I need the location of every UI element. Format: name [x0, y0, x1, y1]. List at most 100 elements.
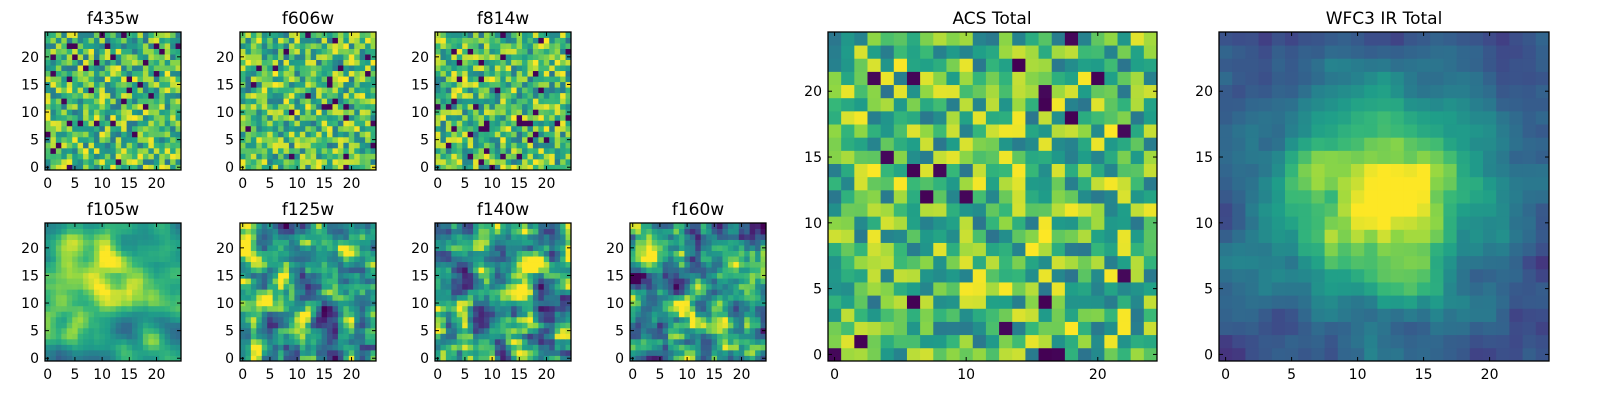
- heatmap-cell: [522, 305, 528, 312]
- heatmap-cell: [61, 120, 68, 127]
- heatmap-cell: [61, 267, 68, 274]
- heatmap-cell: [516, 333, 523, 340]
- heatmap-cell: [828, 268, 842, 283]
- heatmap-cell: [505, 54, 512, 60]
- heatmap-cell: [999, 229, 1013, 243]
- heatmap-cell: [722, 300, 729, 307]
- heatmap-cell: [283, 344, 290, 351]
- y-tick-label: 15: [411, 268, 429, 284]
- heatmap-cell: [1091, 189, 1105, 204]
- heatmap-cell: [527, 125, 534, 132]
- heatmap-cell: [153, 65, 160, 72]
- heatmap-cell: [99, 120, 106, 127]
- heatmap-cell: [478, 153, 485, 160]
- heatmap-cell: [435, 349, 441, 356]
- heatmap-cell: [343, 300, 350, 307]
- heatmap-cell: [668, 316, 674, 323]
- heatmap-cell: [316, 131, 322, 138]
- heatmap-cell: [760, 316, 767, 323]
- heatmap-cell: [445, 109, 452, 116]
- heatmap-cell: [440, 239, 447, 246]
- heatmap-cell: [305, 278, 312, 285]
- heatmap-cell: [299, 278, 306, 285]
- heatmap-cell: [662, 278, 669, 285]
- heatmap-cell: [749, 283, 756, 290]
- heatmap-cell: [159, 59, 166, 66]
- heatmap-cell: [88, 48, 95, 55]
- heatmap-cell: [305, 76, 312, 83]
- heatmap-cell: [695, 256, 702, 263]
- heatmap-cell: [999, 321, 1013, 336]
- heatmap-cell: [527, 81, 534, 88]
- heatmap-cell: [478, 316, 485, 323]
- heatmap-cell: [354, 294, 361, 301]
- heatmap-cell: [170, 114, 176, 121]
- heatmap-cell: [83, 125, 89, 132]
- heatmap-cell: [554, 305, 561, 312]
- heatmap-cell: [505, 228, 512, 235]
- heatmap-cell: [435, 98, 441, 105]
- heatmap-cell: [440, 164, 447, 171]
- heatmap-cell: [473, 164, 479, 171]
- heatmap-cell: [543, 300, 550, 307]
- heatmap-cell: [142, 245, 149, 251]
- heatmap-cell: [72, 92, 79, 99]
- heatmap-cell: [706, 333, 712, 340]
- heatmap-cell: [560, 37, 566, 44]
- heatmap-cell: [700, 250, 707, 257]
- heatmap-cell: [72, 333, 79, 340]
- heatmap-cell: [61, 70, 68, 77]
- heatmap-cell: [456, 228, 463, 235]
- heatmap-cell: [678, 234, 685, 240]
- heatmap-cell: [45, 76, 51, 83]
- x-tick-label: 0: [628, 367, 637, 383]
- heatmap-cell: [348, 109, 355, 116]
- heatmap-cell: [494, 158, 501, 165]
- heatmap-cell: [164, 305, 171, 312]
- heatmap-cell: [522, 256, 528, 263]
- heatmap-cell: [370, 278, 377, 285]
- heatmap-cell: [662, 223, 669, 229]
- heatmap-cell: [678, 294, 685, 301]
- heatmap-cell: [646, 300, 653, 307]
- heatmap-cell: [689, 283, 696, 290]
- heatmap-cell: [1064, 334, 1079, 349]
- heatmap-cell: [532, 59, 539, 66]
- heatmap-cell: [1091, 229, 1105, 243]
- heatmap-cell: [175, 158, 182, 165]
- heatmap-cell: [321, 92, 328, 99]
- heatmap-cell: [316, 311, 322, 318]
- heatmap-cell: [77, 228, 84, 235]
- heatmap-cell: [337, 223, 344, 229]
- heatmap-cell: [435, 283, 441, 290]
- heatmap-cell: [483, 283, 490, 290]
- heatmap-cell: [733, 305, 740, 312]
- heatmap-cell: [175, 87, 182, 94]
- heatmap-cell: [370, 92, 377, 99]
- heatmap-cell: [310, 327, 317, 334]
- heatmap-cell: [115, 272, 122, 279]
- heatmap-cell: [370, 234, 377, 240]
- heatmap-cell: [83, 256, 89, 263]
- heatmap-cell: [440, 81, 447, 88]
- heatmap-cell: [711, 267, 718, 274]
- heatmap-cell: [733, 256, 740, 263]
- heatmap-cell: [727, 223, 734, 229]
- heatmap-cell: [288, 65, 295, 72]
- heatmap-cell: [132, 327, 138, 334]
- heatmap-cell: [532, 120, 539, 127]
- heatmap-cell: [1130, 242, 1145, 257]
- heatmap-cell: [299, 228, 306, 235]
- heatmap-cell: [288, 76, 295, 83]
- heatmap-cell: [310, 37, 317, 44]
- heatmap-cell: [327, 136, 333, 143]
- heatmap-cell: [126, 98, 133, 105]
- heatmap-cell: [267, 289, 274, 296]
- heatmap-cell: [121, 234, 127, 240]
- heatmap-cell: [126, 289, 133, 296]
- heatmap-cell: [61, 333, 68, 340]
- heatmap-cell: [104, 261, 111, 268]
- heatmap-cell: [337, 250, 344, 257]
